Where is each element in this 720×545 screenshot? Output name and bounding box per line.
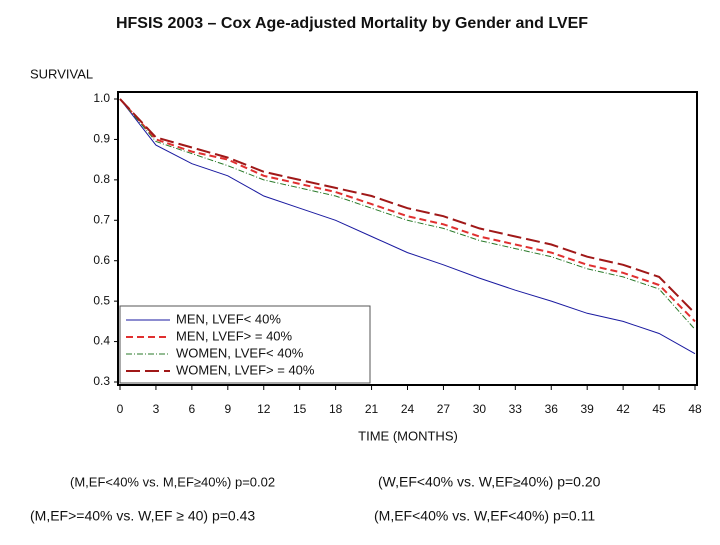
y-tick-label: 0.3 [93, 374, 110, 388]
y-tick-label: 0.5 [93, 293, 110, 307]
legend-label: MEN, LVEF< 40% [176, 311, 281, 326]
x-tick-label: 21 [365, 402, 379, 416]
x-tick-label: 3 [153, 402, 160, 416]
x-tick-label: 48 [688, 402, 702, 416]
x-tick-label: 39 [581, 402, 595, 416]
y-tick-label: 1.0 [93, 91, 110, 105]
x-tick-label: 18 [329, 402, 343, 416]
x-tick-label: 27 [437, 402, 451, 416]
legend-label: WOMEN, LVEF< 40% [176, 345, 304, 360]
x-tick-label: 9 [224, 402, 231, 416]
note: (M,EF<40% vs. W,EF<40%) p=0.11 [374, 508, 595, 524]
x-tick-label: 15 [293, 402, 307, 416]
note: (M,EF>=40% vs. W,EF ≥ 40) p=0.43 [30, 508, 255, 524]
x-tick-label: 45 [652, 402, 666, 416]
y-tick-label: 0.8 [93, 172, 110, 186]
y-tick-label: 0.9 [93, 132, 110, 146]
x-tick-label: 33 [509, 402, 523, 416]
legend-box [119, 305, 371, 384]
x-tick-label: 12 [257, 402, 271, 416]
legend-label: WOMEN, LVEF> = 40% [176, 362, 315, 377]
x-tick-label: 6 [189, 402, 196, 416]
survival-line [119, 98, 696, 323]
y-tick-label: 0.6 [93, 253, 110, 267]
survival-line [119, 98, 696, 330]
x-tick-label: 24 [401, 402, 415, 416]
x-tick-label: 36 [545, 402, 559, 416]
y-axis-label: SURVIVAL [30, 66, 93, 81]
x-tick-label: 0 [117, 402, 124, 416]
note: (W,EF<40% vs. W,EF≥40%) p=0.20 [378, 474, 601, 490]
survival-line [119, 98, 696, 355]
legend-label: MEN, LVEF> = 40% [176, 328, 293, 343]
x-tick-label: 42 [616, 402, 630, 416]
note: (M,EF<40% vs. M,EF≥40%) p=0.02 [70, 474, 275, 489]
y-tick-label: 0.7 [93, 212, 110, 226]
chart-title: HFSIS 2003 – Cox Age-adjusted Mortality … [116, 15, 588, 32]
y-tick-label: 0.4 [93, 334, 110, 348]
survival-line [119, 98, 696, 315]
x-axis-label: TIME (MONTHS) [358, 428, 458, 443]
x-tick-label: 30 [473, 402, 487, 416]
